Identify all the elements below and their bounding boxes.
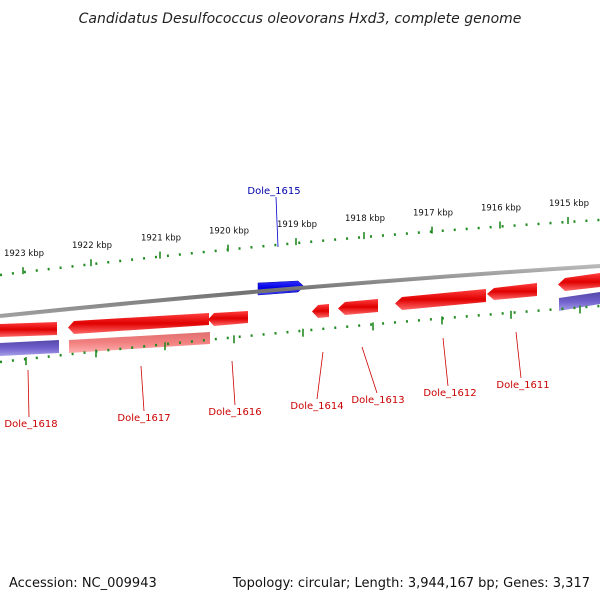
- outer-ruler-label: 1921 kbp: [141, 234, 181, 244]
- gene-dole-1618-arrow[interactable]: [0, 322, 57, 337]
- gene-dole-1611-arrow[interactable]: [487, 283, 537, 300]
- gene-dole-1612-arrow[interactable]: [395, 289, 486, 310]
- outer-ruler-ticks: [22, 216, 569, 275]
- reverse-track-2: [0, 292, 600, 356]
- gene-label-dole-1618[interactable]: Dole_1618: [4, 419, 57, 430]
- map-title: Candidatus Desulfococcus oleovorans Hxd3…: [79, 11, 522, 27]
- outer-ruler-labels: 1923 kbp 1922 kbp 1921 kbp 1920 kbp 1919 kbp…: [4, 199, 589, 259]
- genome-summary-text: Topology: circular; Length: 3,944,167 bp…: [232, 576, 590, 591]
- reverse-genes: [0, 273, 600, 337]
- gene-label-dole-1616[interactable]: Dole_1616: [208, 407, 261, 418]
- genome-backbone: [0, 264, 600, 318]
- outer-ruler-label: 1918 kbp: [345, 214, 385, 224]
- gene-label-dole-1617[interactable]: Dole_1617: [117, 413, 170, 424]
- gene-label-dole-1613[interactable]: Dole_1613: [351, 395, 404, 406]
- accession-text: Accession: NC_009943: [9, 576, 157, 591]
- outer-ruler-label: 1922 kbp: [72, 241, 112, 251]
- outer-ruler-label: 1916 kbp: [481, 204, 521, 214]
- gene-right-edge-arrow[interactable]: [558, 273, 600, 291]
- inner-ruler-ticks: [25, 305, 581, 366]
- gene-label-dole-1612[interactable]: Dole_1612: [423, 388, 476, 399]
- gene-dole-1614-arrow[interactable]: [312, 304, 329, 318]
- gene-dole-1616-arrow[interactable]: [208, 311, 248, 326]
- gene-dole-1617-arrow[interactable]: [68, 313, 209, 334]
- gene-label-dole-1611[interactable]: Dole_1611: [496, 380, 549, 391]
- pale-gene-dole-1617[interactable]: [69, 332, 210, 353]
- rna-feature-left[interactable]: [0, 340, 59, 356]
- gene-callouts: [27, 196, 522, 418]
- outer-ruler-label: 1923 kbp: [4, 249, 44, 259]
- outer-ruler: 1923 kbp 1922 kbp 1921 kbp 1920 kbp 1919 kbp…: [0, 199, 600, 277]
- inner-ruler: [0, 304, 600, 366]
- outer-ruler-label: 1915 kbp: [549, 199, 589, 209]
- outer-ruler-label: 1919 kbp: [277, 220, 317, 230]
- gene-dole-1613-arrow[interactable]: [338, 299, 378, 315]
- outer-ruler-label: 1920 kbp: [209, 227, 249, 237]
- gene-label-dole-1614[interactable]: Dole_1614: [290, 401, 343, 412]
- gene-label-dole-1615[interactable]: Dole_1615: [247, 186, 300, 197]
- rna-feature-right[interactable]: [559, 292, 600, 311]
- outer-ruler-label: 1917 kbp: [413, 209, 453, 219]
- gene-labels: Dole_1615 Dole_1618 Dole_1617 Dole_1616 …: [4, 186, 549, 430]
